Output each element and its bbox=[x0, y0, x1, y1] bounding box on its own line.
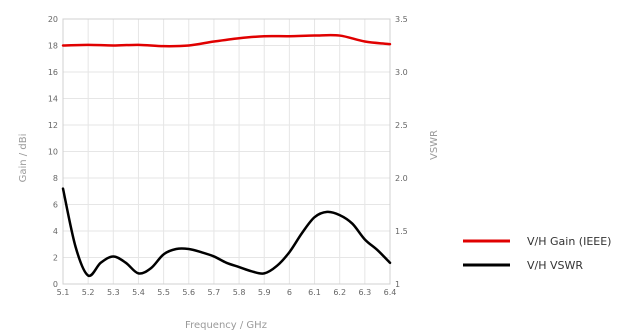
vswr-series-line bbox=[61, 187, 392, 278]
x-axis-title: Frequency / GHz bbox=[185, 320, 267, 331]
right-y-tick-label: 3.5 bbox=[395, 15, 408, 24]
left-y-axis-ticks: 0 2 4 6 8 10 12 14 16 18 20 bbox=[48, 15, 58, 289]
x-tick-label: 5.5 bbox=[157, 288, 170, 297]
x-tick-label: 5.2 bbox=[82, 288, 95, 297]
x-tick-label: 6.3 bbox=[358, 288, 371, 297]
x-tick-label: 5.8 bbox=[233, 288, 246, 297]
x-axis-ticks: 5.1 5.2 5.3 5.4 5.5 5.6 5.7 5.8 5.9 6 6.1 6.2 6.3 6.4 bbox=[57, 288, 397, 297]
x-tick-label: 5.9 bbox=[258, 288, 271, 297]
plot-frame bbox=[62, 18, 391, 285]
grid bbox=[62, 18, 391, 285]
left-y-tick-label: 18 bbox=[48, 42, 58, 51]
x-tick-label: 5.6 bbox=[182, 288, 195, 297]
left-y-tick-label: 4 bbox=[53, 227, 58, 236]
x-tick-label: 6.4 bbox=[384, 288, 397, 297]
left-y-tick-label: 12 bbox=[48, 121, 58, 130]
right-y-tick-label: 1.5 bbox=[395, 227, 408, 236]
left-y-tick-label: 6 bbox=[53, 201, 58, 210]
left-y-tick-label: 20 bbox=[48, 15, 58, 24]
x-tick-label: 6.1 bbox=[308, 288, 321, 297]
left-y-tick-label: 2 bbox=[53, 254, 58, 263]
x-tick-label: 6 bbox=[287, 288, 292, 297]
x-tick-label: 6.2 bbox=[333, 288, 346, 297]
right-y-tick-label: 2.0 bbox=[395, 174, 408, 183]
left-y-tick-label: 0 bbox=[53, 280, 58, 289]
right-y-tick-label: 2.5 bbox=[395, 121, 408, 130]
left-y-tick-label: 8 bbox=[53, 174, 58, 183]
x-tick-label: 5.7 bbox=[208, 288, 221, 297]
series-lines bbox=[61, 33, 392, 278]
left-y-tick-label: 14 bbox=[48, 95, 58, 104]
x-tick-label: 5.1 bbox=[57, 288, 70, 297]
right-y-tick-label: 1 bbox=[395, 280, 400, 289]
right-axis-title: VSWR bbox=[429, 130, 440, 160]
left-axis-title: Gain / dBi bbox=[18, 134, 29, 183]
x-tick-label: 5.3 bbox=[107, 288, 120, 297]
legend-label-gain: V/H Gain (IEEE) bbox=[527, 235, 611, 248]
right-y-axis-ticks: 1 1.5 2.0 2.5 3.0 3.5 bbox=[395, 15, 408, 289]
left-y-tick-label: 16 bbox=[48, 68, 58, 77]
gain-series-line bbox=[61, 33, 392, 48]
legend: V/H Gain (IEEE) V/H VSWR bbox=[463, 235, 611, 272]
x-tick-label: 5.4 bbox=[132, 288, 145, 297]
left-y-tick-label: 10 bbox=[48, 148, 58, 157]
legend-label-vswr: V/H VSWR bbox=[527, 259, 583, 272]
right-y-tick-label: 3.0 bbox=[395, 68, 408, 77]
